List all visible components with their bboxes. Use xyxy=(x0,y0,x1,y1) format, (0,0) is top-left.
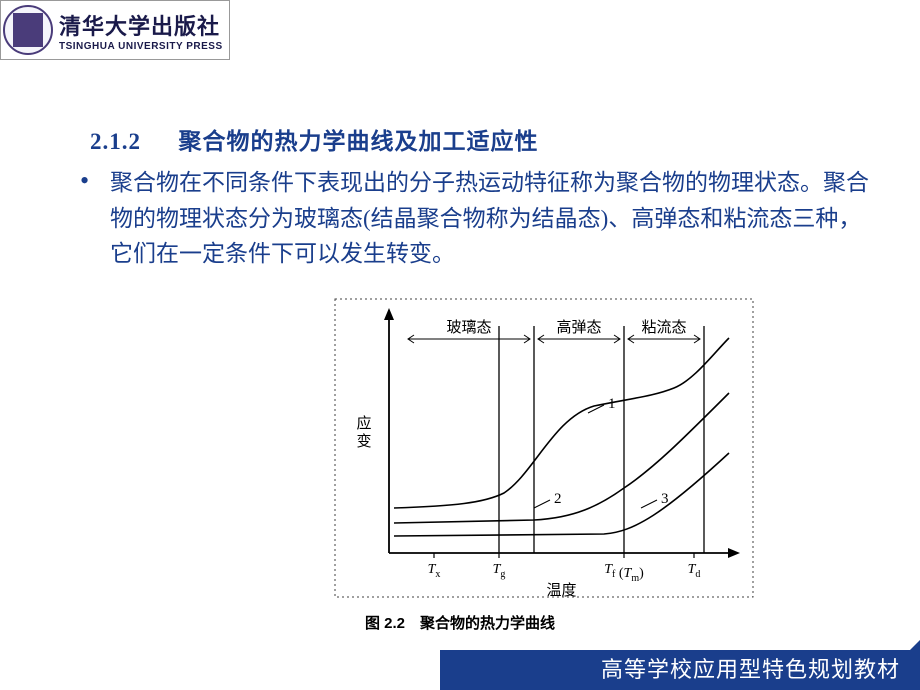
svg-text:温度: 温度 xyxy=(546,582,576,598)
publisher-logo: 清华大学出版社 TSINGHUA UNIVERSITY PRESS xyxy=(0,0,230,60)
section-heading: 聚合物的热力学曲线及加工适应性 xyxy=(179,129,539,154)
logo-badge-icon xyxy=(3,5,53,55)
footer-bar: 高等学校应用型特色规划教材 xyxy=(440,650,920,690)
svg-text:玻璃态: 玻璃态 xyxy=(446,319,491,336)
body-paragraph: 聚合物在不同条件下表现出的分子热运动特征称为聚合物的物理状态。聚合物的物理状态分… xyxy=(110,165,870,272)
svg-text:3: 3 xyxy=(661,491,669,507)
figure-thermo-curve: 玻璃态 高弹态 粘流态 1 2 3 Tx Tg Tf (Tm) Td 应变温度 xyxy=(334,298,754,598)
logo-text-en: TSINGHUA UNIVERSITY PRESS xyxy=(59,41,223,52)
svg-text:变: 变 xyxy=(356,433,371,450)
section-number: 2.1.2 xyxy=(90,129,141,154)
section-title: 2.1.2 聚合物的热力学曲线及加工适应性 xyxy=(90,122,539,156)
logo-text-cn: 清华大学出版社 xyxy=(59,9,223,41)
svg-text:Tf (Tm): Tf (Tm) xyxy=(604,562,644,584)
svg-text:高弹态: 高弹态 xyxy=(556,319,601,336)
svg-text:Tx: Tx xyxy=(428,562,441,580)
svg-text:粘流态: 粘流态 xyxy=(641,319,686,336)
logo-inner-icon xyxy=(13,13,43,47)
svg-text:应: 应 xyxy=(356,414,371,432)
svg-text:Td: Td xyxy=(688,562,701,580)
svg-text:1: 1 xyxy=(608,396,616,412)
logo-text: 清华大学出版社 TSINGHUA UNIVERSITY PRESS xyxy=(59,9,223,52)
bullet-icon: • xyxy=(80,168,89,194)
thermo-curve-svg: 玻璃态 高弹态 粘流态 1 2 3 Tx Tg Tf (Tm) Td 应变温度 xyxy=(334,298,754,598)
svg-text:Tg: Tg xyxy=(493,562,506,580)
figure-caption: 图 2.2 聚合物的热力学曲线 xyxy=(0,612,920,633)
svg-text:2: 2 xyxy=(554,491,562,507)
